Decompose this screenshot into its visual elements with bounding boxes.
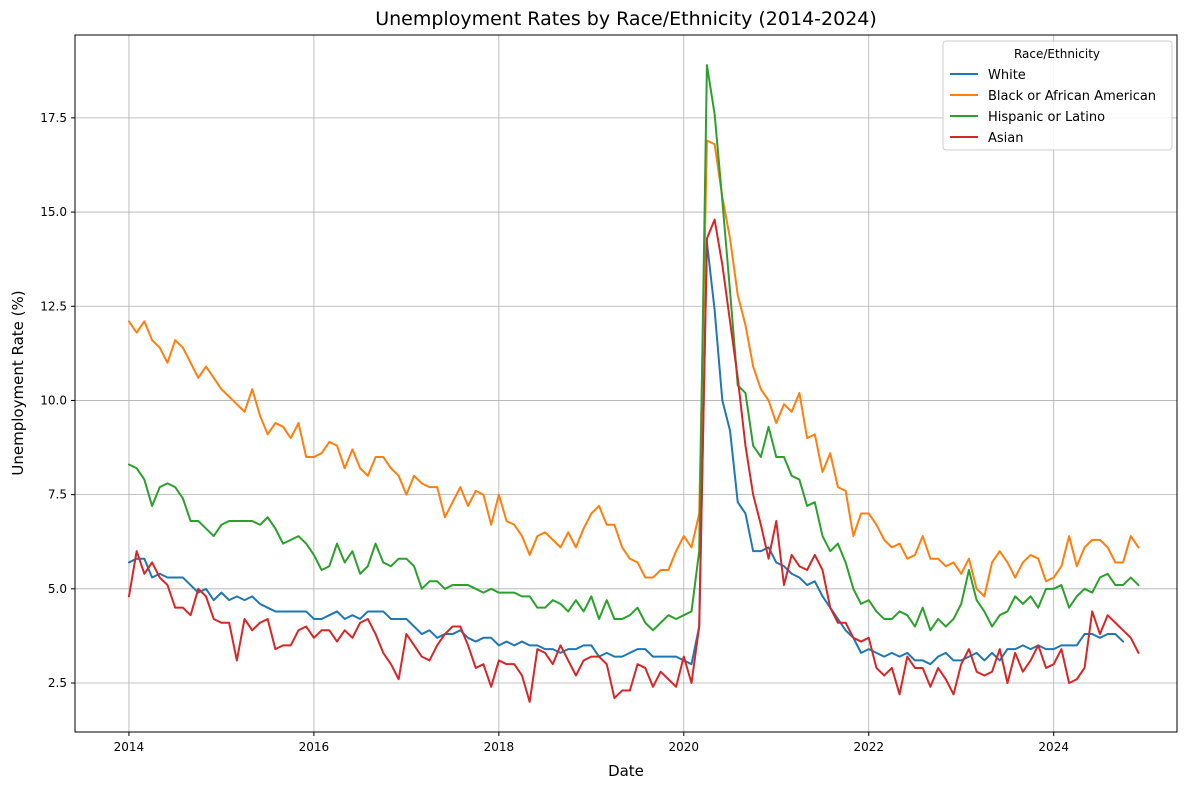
y-tick-label: 12.5	[40, 299, 67, 313]
plot-frame	[74, 34, 1178, 733]
legend-box	[942, 40, 1173, 151]
y-tick-label: 7.5	[48, 488, 67, 502]
series-line-asian	[127, 218, 1140, 703]
y-tick-label: 2.5	[48, 676, 67, 690]
y-tick-label: 5.0	[48, 582, 67, 596]
y-tick-label: 15.0	[40, 205, 67, 219]
axis-ticks: 2014 2016 2018 2020 2022 2024 2.5 5.0 7.5 10.0 12.…	[40, 111, 1069, 754]
x-tick-label: 2022	[853, 740, 884, 754]
y-axis-label: Unemployment Rate (%)	[9, 290, 27, 475]
x-tick-label: 2018	[484, 740, 515, 754]
x-tick-label: 2020	[669, 740, 700, 754]
legend-label-hispanic-or-latino: Hispanic or Latino	[988, 110, 1105, 125]
series-line-black-or-african-american	[127, 139, 1140, 598]
legend-title: Race/Ethnicity	[1014, 47, 1100, 61]
legend-label-black-or-african-american: Black or African American	[988, 89, 1156, 104]
series-line-white	[127, 241, 1125, 666]
series-layer	[127, 64, 1140, 703]
y-tick-label: 10.0	[40, 393, 67, 407]
x-axis-label: Date	[608, 762, 644, 780]
chart-title: Unemployment Rates by Race/Ethnicity (20…	[375, 8, 877, 30]
x-tick-label: 2014	[114, 740, 145, 754]
x-tick-label: 2024	[1038, 740, 1069, 754]
legend-label-white: White	[988, 68, 1026, 83]
x-tick-label: 2016	[299, 740, 330, 754]
legend: Race/Ethnicity White Black or African Ame…	[942, 40, 1173, 151]
legend-entries: White Black or African American Hispanic o…	[950, 68, 1156, 146]
y-tick-label: 17.5	[40, 111, 67, 125]
legend-label-asian: Asian	[988, 131, 1023, 146]
series-line-hispanic-or-latino	[127, 64, 1140, 632]
